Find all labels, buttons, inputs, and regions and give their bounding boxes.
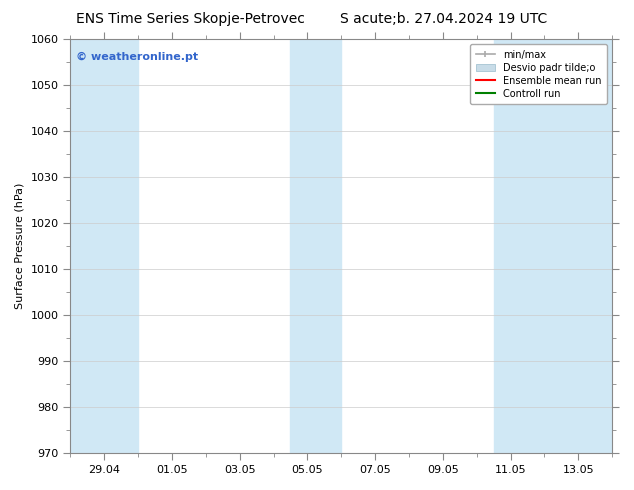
Bar [494,39,612,453]
Text: S acute;b. 27.04.2024 19 UTC: S acute;b. 27.04.2024 19 UTC [340,12,547,26]
Bar [70,39,138,453]
Y-axis label: Surface Pressure (hPa): Surface Pressure (hPa) [15,183,25,309]
Text: © weatheronline.pt: © weatheronline.pt [76,51,198,62]
Legend: min/max, Desvio padr tilde;o, Ensemble mean run, Controll run: min/max, Desvio padr tilde;o, Ensemble m… [470,44,607,104]
Bar [290,39,341,453]
Text: ENS Time Series Skopje-Petrovec: ENS Time Series Skopje-Petrovec [75,12,305,26]
